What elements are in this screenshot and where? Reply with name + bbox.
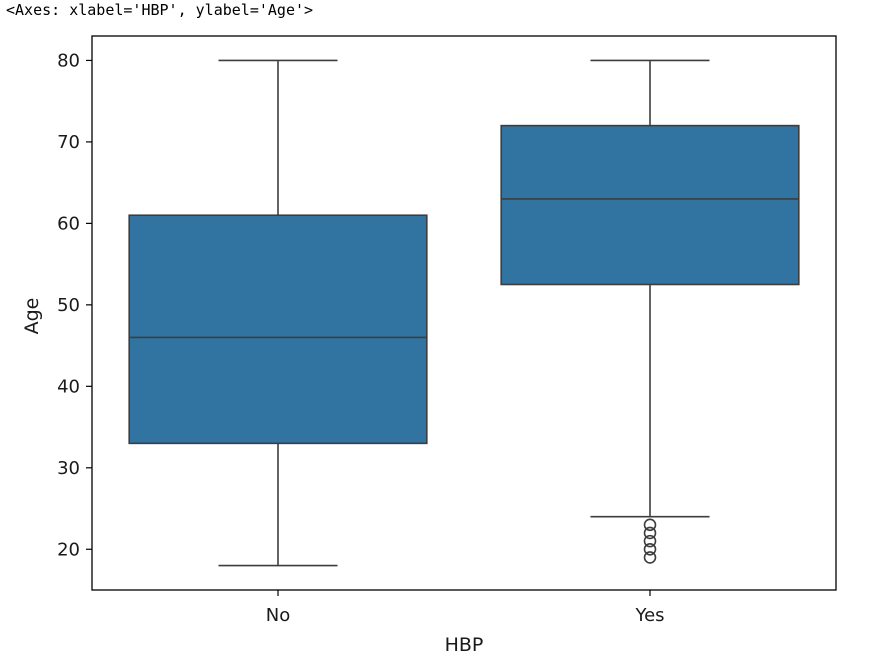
y-tick-label: 40 bbox=[57, 376, 80, 397]
outlier-point bbox=[643, 526, 657, 540]
plot-frame bbox=[91, 35, 837, 591]
outlier-point bbox=[643, 534, 657, 548]
y-tick-label: 60 bbox=[57, 213, 80, 234]
y-tick-label: 70 bbox=[57, 132, 80, 153]
output-repr-text: <Axes: xlabel='HBP', ylabel='Age'> bbox=[6, 1, 314, 19]
x-axis-label: HBP bbox=[445, 634, 484, 656]
iqr-box bbox=[128, 214, 428, 445]
iqr-box bbox=[500, 124, 800, 286]
x-tick-label: Yes bbox=[634, 605, 664, 626]
outlier-point bbox=[643, 551, 657, 564]
y-tick-label: 50 bbox=[57, 295, 80, 316]
outlier-point bbox=[643, 518, 657, 532]
y-axis-label: Age bbox=[21, 298, 43, 335]
y-tick-label: 20 bbox=[57, 539, 80, 560]
outlier-point bbox=[643, 542, 657, 556]
box-group-no bbox=[128, 59, 428, 567]
y-tick-label: 30 bbox=[57, 458, 80, 479]
x-tick-label: No bbox=[266, 605, 290, 626]
y-tick-label: 80 bbox=[57, 50, 80, 71]
box-group-yes bbox=[500, 59, 800, 564]
